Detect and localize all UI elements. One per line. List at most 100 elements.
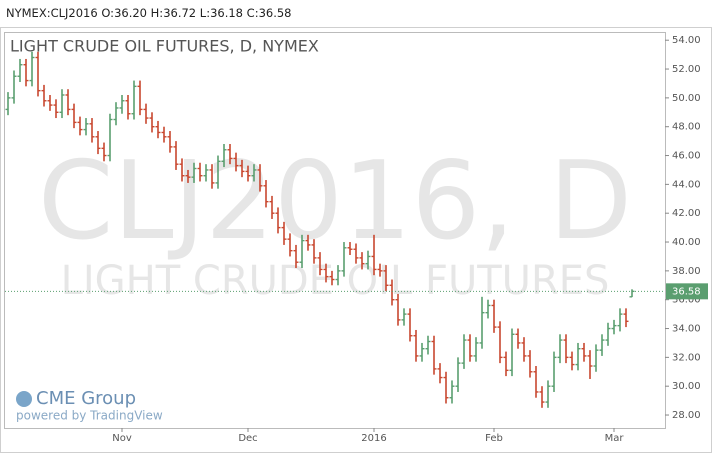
ohlc-bar xyxy=(77,116,83,136)
ohlc-bar xyxy=(263,180,269,208)
y-tick-label: 42.00 xyxy=(672,208,701,219)
ohlc-bar xyxy=(569,351,575,371)
ohlc-bar xyxy=(407,308,413,342)
ohlc-bar xyxy=(149,112,155,133)
ohlc-bar xyxy=(461,334,467,369)
ohlc-bar xyxy=(185,169,191,183)
ohlc-bar xyxy=(47,94,53,111)
ohlc-bar xyxy=(233,152,239,172)
plot-frame xyxy=(4,32,666,429)
ohlc-value: 36.72 xyxy=(163,6,197,20)
ohlc-bar xyxy=(281,221,287,245)
ohlc-bar xyxy=(155,120,161,139)
ohlc-bar xyxy=(563,334,569,364)
ohlc-bar xyxy=(491,299,497,333)
ohlc-bar xyxy=(437,363,443,384)
ohlc-bar xyxy=(443,371,449,404)
x-tick-label: Feb xyxy=(485,433,503,444)
last-price-box xyxy=(666,283,708,300)
chart-frame xyxy=(0,27,712,453)
ohlc-label: L: xyxy=(199,6,211,20)
ohlc-bar xyxy=(251,164,257,182)
ohlc-bar xyxy=(401,308,407,326)
ohlc-bar xyxy=(389,279,395,306)
ohlc-bar xyxy=(467,334,473,362)
ohlc-bar xyxy=(503,351,509,377)
y-tick-label: 38.00 xyxy=(672,266,701,277)
ohlc-bar xyxy=(167,131,173,153)
ohlc-bar xyxy=(545,380,551,408)
y-tick-label: 36.00 xyxy=(672,295,701,306)
y-tick-label: 32.00 xyxy=(672,352,701,363)
ohlc-bar xyxy=(5,92,11,116)
ohlc-bar xyxy=(29,51,35,87)
y-tick-label: 46.00 xyxy=(672,151,701,162)
ohlc-bar xyxy=(293,244,299,268)
ohlc-bar xyxy=(335,265,341,286)
logo-text: CME Group xyxy=(36,388,136,409)
logo-icon xyxy=(16,391,32,407)
ohlc-bar xyxy=(53,99,59,119)
ohlc-bar xyxy=(59,89,65,119)
y-tick-label: 48.00 xyxy=(672,122,701,133)
ohlc-bar xyxy=(41,84,47,107)
ohlc-bar xyxy=(65,89,71,116)
ohlc-bar xyxy=(527,350,533,378)
ohlc-bar xyxy=(245,165,251,182)
ohlc-bar xyxy=(395,293,401,326)
ohlc-bar xyxy=(227,144,233,165)
ohlc-bar xyxy=(515,328,521,349)
ohlc-bar xyxy=(533,366,539,398)
ohlc-bar xyxy=(137,80,143,116)
powered-by: powered by TradingView xyxy=(16,409,163,423)
ohlc-bar xyxy=(383,265,389,292)
ohlc-bar xyxy=(419,342,425,362)
y-tick-label: 52.00 xyxy=(672,64,701,75)
ohlc-bar xyxy=(305,234,311,251)
x-tick-label: 2016 xyxy=(361,433,386,444)
logo: CME Group powered by TradingView xyxy=(16,388,163,423)
ohlc-bar xyxy=(257,164,263,192)
ohlc-bar xyxy=(221,144,227,168)
x-tick-label: Mar xyxy=(605,433,625,444)
ohlc-bar xyxy=(581,342,587,362)
ohlc-bar xyxy=(365,250,371,270)
ohlc-bar xyxy=(143,103,149,124)
ohlc-bar xyxy=(341,242,347,277)
ohlc-value: 36.58 xyxy=(258,6,292,20)
ohlc-bar xyxy=(119,94,125,114)
y-tick-label: 54.00 xyxy=(672,35,701,46)
symbol-header: NYMEX:CLJ2016 O:36.20 H:36.72 L:36.18 C:… xyxy=(6,6,292,20)
ohlc-bar xyxy=(347,242,353,256)
ohlc-bar xyxy=(317,252,323,276)
ohlc-bar xyxy=(479,296,485,349)
ohlc-bar xyxy=(449,380,455,404)
ohlc-bar xyxy=(299,234,305,268)
ohlc-bar xyxy=(269,195,275,219)
y-tick-label: 30.00 xyxy=(672,381,701,392)
ohlc-bar xyxy=(197,162,203,182)
ohlc-bar xyxy=(593,344,599,372)
ohlc-bar xyxy=(521,337,527,362)
ohlc-bar xyxy=(131,80,137,120)
y-tick-label: 28.00 xyxy=(672,410,701,421)
y-tick-label: 50.00 xyxy=(672,93,701,104)
ohlc-bar xyxy=(509,328,515,377)
ohlc-bar xyxy=(473,337,479,362)
ohlc-bar xyxy=(113,102,119,126)
ohlc-bar xyxy=(599,334,605,356)
ohlc-bar xyxy=(161,126,167,143)
ohlc-value: 36.18 xyxy=(210,6,244,20)
last-price-label: 36.58 xyxy=(672,286,701,297)
ohlc-bar xyxy=(425,335,431,355)
ohlc-bar xyxy=(215,155,221,189)
ohlc-bar xyxy=(557,334,563,364)
ohlc-bar xyxy=(209,164,215,189)
ohlc-bar xyxy=(95,131,101,155)
ohlc-bar xyxy=(107,113,113,162)
ohlc-bar xyxy=(575,342,581,371)
ohlc-bar xyxy=(239,159,245,178)
ohlc-label: C: xyxy=(246,6,259,20)
ohlc-bar xyxy=(173,141,179,170)
